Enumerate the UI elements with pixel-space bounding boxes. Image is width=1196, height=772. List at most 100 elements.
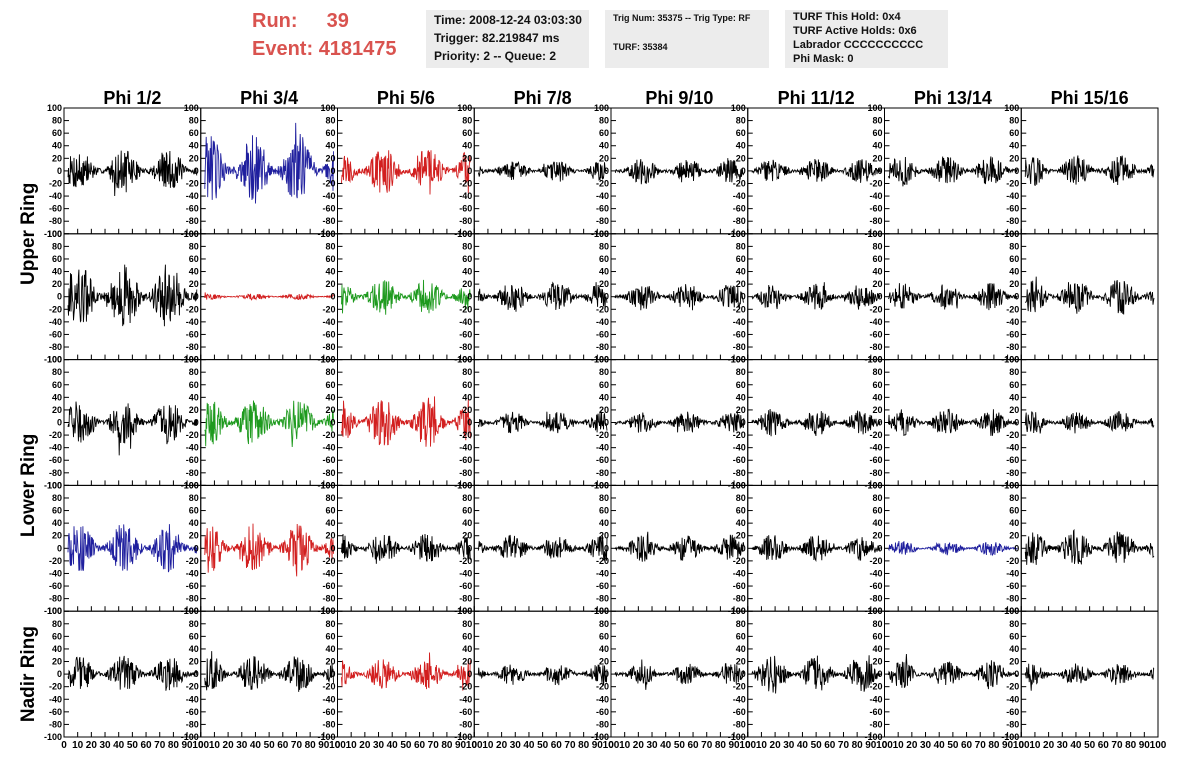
y-tick-label: -20 — [186, 304, 199, 314]
y-tick-label: -60 — [186, 581, 199, 591]
y-tick-label: 40 — [189, 392, 199, 402]
y-tick-label: 80 — [325, 367, 335, 377]
y-tick-label: -20 — [49, 178, 62, 188]
y-tick-label: 20 — [872, 279, 882, 289]
waveform-trace — [1024, 411, 1155, 434]
x-tick-label: 40 — [387, 740, 399, 751]
y-tick-label: -20 — [49, 682, 62, 692]
x-tick-label: 10 — [209, 740, 221, 751]
y-tick-label: 20 — [872, 657, 882, 667]
waveform-trace — [614, 531, 745, 562]
y-tick-label: 60 — [736, 254, 746, 264]
y-tick-label: 0 — [877, 166, 882, 176]
x-tick-label: 90 — [182, 740, 194, 751]
y-tick-label: 60 — [736, 631, 746, 641]
y-tick-label: 20 — [599, 405, 609, 415]
y-tick-label: 100 — [184, 480, 199, 490]
x-tick-label: 20 — [906, 740, 918, 751]
waveform-trace — [67, 264, 198, 327]
x-tick-label: 100 — [329, 740, 346, 751]
x-tick-label: 80 — [852, 740, 864, 751]
x-tick-label: 10 — [619, 740, 631, 751]
x-tick-label: 60 — [277, 740, 289, 751]
y-tick-label: -80 — [322, 216, 335, 226]
y-tick-label: -20 — [1006, 556, 1019, 566]
y-tick-label: 100 — [594, 606, 609, 616]
y-tick-label: 80 — [1009, 116, 1019, 126]
x-tick-label: 10 — [756, 740, 768, 751]
y-tick-label: 40 — [325, 644, 335, 654]
x-tick-label: 50 — [127, 740, 139, 751]
y-tick-label: -60 — [459, 329, 472, 339]
x-tick-label: 90 — [455, 740, 467, 751]
x-tick-label: 30 — [646, 740, 658, 751]
y-tick-label: 40 — [52, 518, 62, 528]
y-tick-label: 40 — [52, 141, 62, 151]
y-tick-label: 60 — [872, 506, 882, 516]
waveform-trace — [614, 411, 745, 433]
x-tick-label: 10 — [346, 740, 358, 751]
y-tick-label: -60 — [869, 581, 882, 591]
waveform-trace — [751, 282, 881, 311]
y-tick-label: -60 — [1006, 581, 1019, 591]
column-header: Phi 15/16 — [1051, 88, 1129, 108]
waveform-trace — [204, 523, 334, 577]
y-tick-label: 80 — [462, 241, 472, 251]
row-group-label: Lower Ring — [18, 434, 39, 537]
y-tick-label: -80 — [49, 594, 62, 604]
y-tick-label: -60 — [186, 329, 199, 339]
x-tick-label: 60 — [414, 740, 426, 751]
y-tick-label: -60 — [459, 455, 472, 465]
y-tick-label: 40 — [325, 141, 335, 151]
x-tick-label: 30 — [373, 740, 385, 751]
turf-text: TURF: 35384 — [613, 42, 668, 52]
y-tick-label: 40 — [1009, 644, 1019, 654]
y-tick-label: -20 — [459, 682, 472, 692]
y-tick-label: -20 — [459, 430, 472, 440]
y-tick-label: 20 — [872, 153, 882, 163]
y-tick-label: 100 — [47, 606, 62, 616]
y-tick-label: 80 — [325, 493, 335, 503]
y-tick-label: -100 — [44, 229, 62, 239]
y-tick-label: -40 — [869, 568, 882, 578]
y-tick-label: 80 — [52, 493, 62, 503]
waveform-trace — [888, 653, 1018, 690]
y-tick-label: 20 — [52, 279, 62, 289]
x-tick-label: 0 — [745, 740, 751, 751]
y-tick-label: -20 — [459, 556, 472, 566]
y-tick-label: 60 — [52, 380, 62, 390]
y-tick-label: 40 — [189, 141, 199, 151]
y-tick-label: 20 — [52, 657, 62, 667]
y-tick-label: -40 — [733, 191, 746, 201]
y-tick-label: 0 — [467, 669, 472, 679]
x-tick-label: 80 — [168, 740, 180, 751]
y-tick-label: -80 — [459, 594, 472, 604]
y-tick-label: 40 — [736, 518, 746, 528]
y-tick-label: -40 — [596, 317, 609, 327]
y-tick-label: 40 — [736, 267, 746, 277]
y-tick-label: 0 — [1014, 166, 1019, 176]
y-tick-label: -20 — [322, 556, 335, 566]
x-tick-label: 40 — [1070, 740, 1082, 751]
turf-this-hold-text: TURF This Hold: 0x4 — [793, 11, 901, 23]
y-tick-label: 0 — [57, 543, 62, 553]
y-tick-label: 0 — [877, 669, 882, 679]
y-tick-label: -60 — [459, 204, 472, 214]
y-tick-label: -80 — [1006, 342, 1019, 352]
y-tick-label: 100 — [457, 103, 472, 113]
waveform-trace — [67, 401, 198, 456]
x-tick-label: 90 — [318, 740, 330, 751]
y-tick-label: -20 — [186, 556, 199, 566]
y-tick-label: 0 — [467, 543, 472, 553]
x-tick-label: 0 — [608, 740, 614, 751]
y-tick-label: -60 — [596, 581, 609, 591]
y-tick-label: -20 — [322, 178, 335, 188]
y-tick-label: 40 — [325, 267, 335, 277]
y-tick-label: -60 — [459, 707, 472, 717]
y-tick-label: 100 — [320, 606, 335, 616]
y-tick-label: 80 — [462, 367, 472, 377]
y-tick-label: -40 — [186, 191, 199, 201]
y-tick-label: 60 — [736, 128, 746, 138]
y-tick-label: 60 — [462, 506, 472, 516]
